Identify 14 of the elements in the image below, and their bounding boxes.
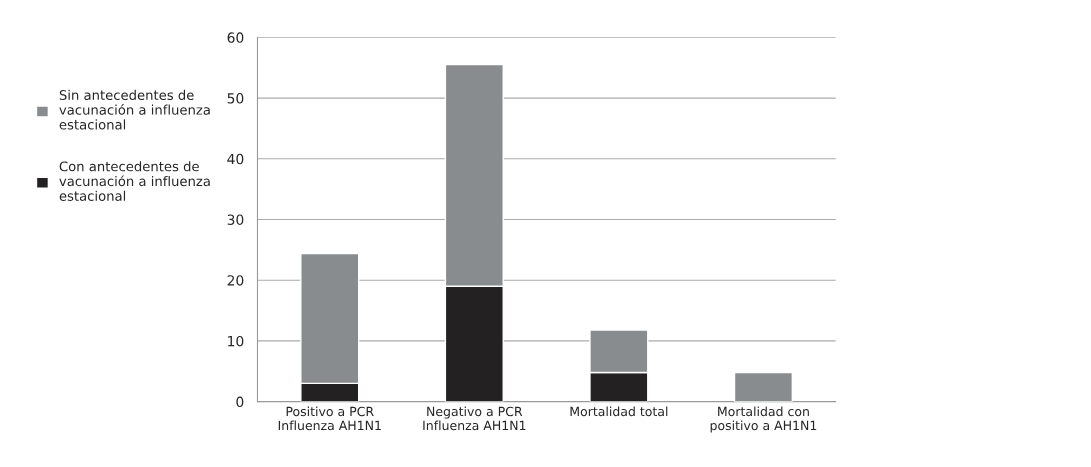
bar <box>733 371 794 402</box>
x-tick-label: Positivo a PCR Influenza AH1N1 <box>278 406 381 431</box>
y-tick-label: 40 <box>227 153 244 165</box>
y-tick-label: 50 <box>227 93 244 104</box>
y-tick-label: 20 <box>227 275 244 286</box>
y-tick-label: 0 <box>236 396 244 408</box>
x-tick-label: Mortalidad con positivo a AH1N1 <box>710 406 817 433</box>
legend-label: Con antecedentes de vacunación a influenza estacional <box>59 161 210 201</box>
y-tick-label: 30 <box>227 214 244 225</box>
x-tick-label: Mortalidad total <box>570 406 668 417</box>
x-tick-label: Negativo a PCR Influenza AH1N1 <box>423 406 526 431</box>
y-tick-label: 10 <box>228 335 244 347</box>
y-tick-label: 60 <box>227 32 244 43</box>
legend-label: Sin antecedentes de vacunación a influenza estacional <box>59 89 210 130</box>
